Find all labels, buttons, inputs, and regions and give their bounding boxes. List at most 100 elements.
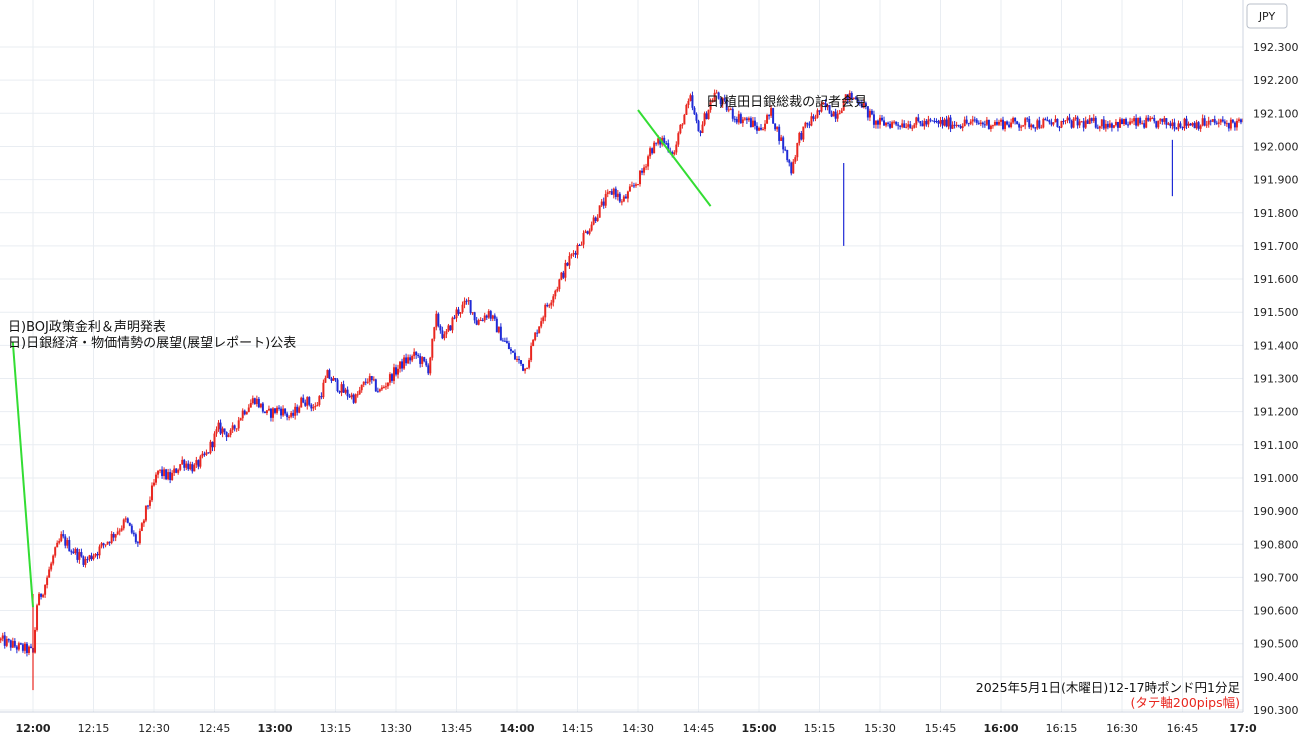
candle-body: [804, 122, 807, 127]
candle-body: [536, 332, 539, 334]
candle-body: [600, 201, 603, 206]
candle-body: [1179, 123, 1182, 128]
candle-body: [614, 188, 617, 197]
candle-body: [368, 376, 371, 382]
candle-body: [481, 320, 484, 322]
candle-body: [98, 546, 101, 556]
candle-body: [1038, 120, 1041, 128]
candle-body: [639, 170, 642, 185]
candle-body: [70, 551, 73, 553]
candle-body: [818, 110, 821, 112]
x-tick-label: 14:00: [499, 722, 534, 735]
candle-body: [1026, 118, 1029, 120]
candle-body: [951, 124, 954, 129]
candle-body: [42, 594, 45, 597]
x-tick-label: 16:30: [1106, 722, 1138, 735]
y-tick-label: 190.700: [1253, 571, 1299, 584]
candle-body: [1088, 118, 1091, 124]
candle-body: [231, 425, 234, 430]
candle-body: [193, 464, 196, 472]
candle-body: [1064, 120, 1067, 122]
x-tick-label: 14:45: [683, 722, 715, 735]
candle-body: [699, 131, 702, 133]
candle-body: [112, 533, 115, 538]
candle-body: [286, 413, 289, 418]
candle-body: [0, 638, 2, 641]
candle-body: [792, 161, 795, 174]
candle-body: [487, 311, 490, 318]
candle-body: [691, 95, 694, 108]
candle-body: [1173, 122, 1176, 129]
candle-body: [130, 525, 133, 533]
candle-body: [1227, 123, 1230, 129]
candle-body: [114, 534, 117, 538]
candle-body: [235, 428, 238, 430]
candle-body: [975, 119, 978, 123]
candle-body: [1094, 117, 1097, 128]
candle-body: [1080, 121, 1083, 123]
candle-body: [489, 311, 492, 319]
candle-body: [812, 116, 815, 119]
candle-body: [862, 102, 865, 108]
candle-body: [1068, 117, 1071, 121]
candle-body: [485, 315, 488, 318]
candle-body: [548, 305, 551, 307]
candle-body: [298, 407, 301, 413]
candle-body: [1231, 119, 1234, 123]
candle-body: [290, 412, 293, 417]
candle-body: [632, 185, 635, 187]
candle-body: [1239, 119, 1242, 123]
candle-body: [3, 635, 6, 646]
y-tick-label: 191.900: [1253, 174, 1299, 187]
candle-body: [643, 167, 646, 173]
candle-body: [1147, 117, 1150, 121]
candle-body: [913, 124, 916, 128]
chart-caption: 2025年5月1日(木曜日)12-17時ポンド円1分足 (タテ軸200pips幅…: [976, 680, 1241, 710]
candle-body: [616, 193, 619, 197]
x-tick-label: 13:15: [320, 722, 352, 735]
y-tick-label: 191.600: [1253, 273, 1299, 286]
candle-body: [1072, 118, 1075, 128]
candle-body: [344, 389, 347, 393]
candle-body: [768, 115, 771, 117]
candle-body: [663, 137, 666, 144]
candle-body: [647, 156, 650, 167]
candle-body: [86, 559, 89, 561]
candle-body: [328, 370, 331, 379]
candle-body: [122, 519, 125, 529]
candle-body: [891, 122, 894, 128]
candle-body: [199, 456, 202, 467]
x-tick-label: 16:15: [1046, 722, 1078, 735]
candle-body: [802, 126, 805, 140]
candle-body: [854, 97, 857, 100]
candle-body: [372, 379, 375, 381]
candle-body: [267, 408, 270, 411]
candle-body: [157, 470, 160, 475]
candle-body: [985, 119, 988, 125]
candle-body: [834, 111, 837, 119]
candle-body: [175, 468, 178, 473]
candle-body: [711, 100, 714, 103]
candle-body: [7, 639, 10, 641]
candle-body: [415, 351, 418, 356]
candle-body: [294, 406, 297, 416]
candle-body: [1155, 121, 1158, 128]
candle-body: [689, 95, 692, 101]
candle-body: [471, 312, 474, 314]
candle-body: [5, 639, 8, 646]
y-tick-label: 190.600: [1253, 605, 1299, 618]
candle-body: [1046, 120, 1049, 122]
candle-body: [796, 143, 799, 158]
candle-body: [596, 217, 599, 221]
candle-body: [243, 410, 246, 415]
candle-body: [110, 533, 113, 543]
candle-body: [1169, 123, 1172, 127]
candle-body: [104, 544, 107, 546]
annotation-text: 日)BOJ政策金利＆声明発表: [8, 319, 166, 335]
candle-body: [74, 549, 77, 554]
annotation-text: 日)植田日銀総裁の記者会見: [706, 94, 867, 110]
currency-badge[interactable]: [1246, 3, 1288, 29]
candle-body: [58, 540, 61, 543]
candle-body: [538, 326, 541, 334]
